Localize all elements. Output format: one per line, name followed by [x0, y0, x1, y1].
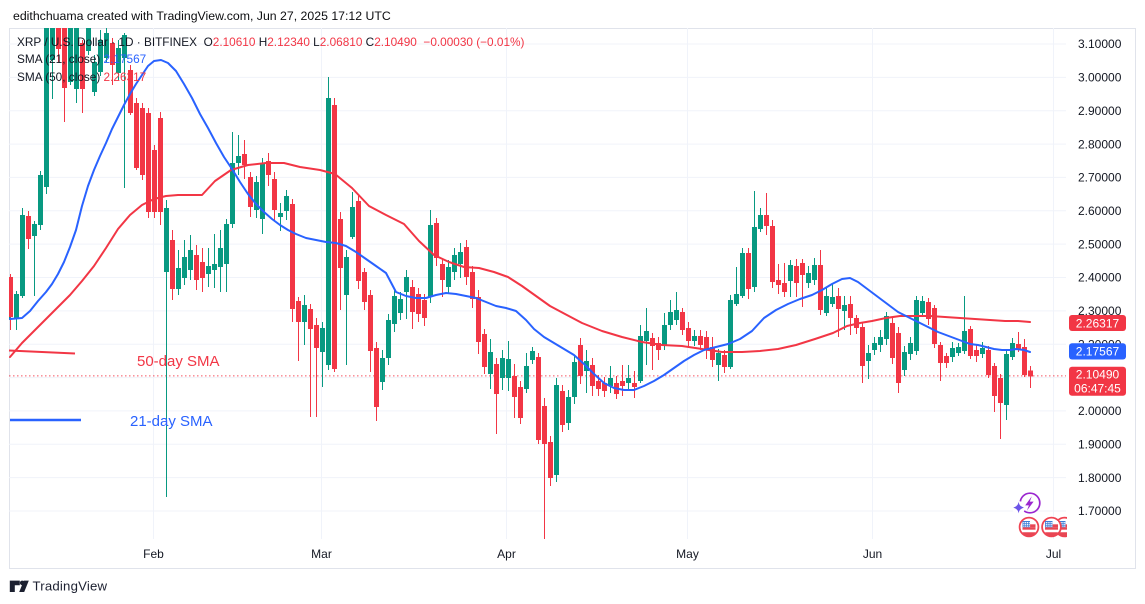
svg-text:XRP / U.S. Dollar · 1D · BITFI: XRP / U.S. Dollar · 1D · BITFINEX O2.106…: [17, 35, 525, 49]
svg-text:Mar: Mar: [311, 547, 332, 561]
svg-text:2.80000: 2.80000: [1078, 137, 1122, 151]
svg-text:1.80000: 1.80000: [1078, 471, 1122, 485]
svg-text:SMA (21, close) 2.17567: SMA (21, close) 2.17567: [17, 52, 146, 66]
svg-text:3.10000: 3.10000: [1078, 37, 1122, 51]
svg-text:2.40000: 2.40000: [1078, 271, 1122, 285]
svg-text:21-day SMA: 21-day SMA: [130, 413, 213, 430]
svg-text:2.50000: 2.50000: [1078, 237, 1122, 251]
svg-text:2.26317: 2.26317: [1076, 316, 1120, 330]
svg-text:edithchuama created with Tradi: edithchuama created with TradingView.com…: [13, 9, 391, 23]
svg-text:2.30000: 2.30000: [1078, 304, 1122, 318]
svg-text:50-day SMA: 50-day SMA: [137, 353, 220, 370]
svg-text:Apr: Apr: [497, 547, 516, 561]
svg-text:2.17567: 2.17567: [1076, 345, 1120, 359]
svg-text:Jul: Jul: [1046, 547, 1061, 561]
svg-text:2.90000: 2.90000: [1078, 104, 1122, 118]
svg-text:06:47:45: 06:47:45: [1074, 382, 1121, 396]
svg-text:2.00000: 2.00000: [1078, 404, 1122, 418]
svg-text:Jun: Jun: [863, 547, 882, 561]
svg-text:2.60000: 2.60000: [1078, 204, 1122, 218]
svg-text:May: May: [676, 547, 699, 561]
svg-text:TradingView: TradingView: [33, 579, 108, 594]
svg-text:SMA (50, close) 2.26317: SMA (50, close) 2.26317: [17, 70, 146, 84]
svg-text:3.00000: 3.00000: [1078, 71, 1122, 85]
svg-text:1.70000: 1.70000: [1078, 504, 1122, 518]
svg-text:Feb: Feb: [143, 547, 164, 561]
svg-text:2.10490: 2.10490: [1076, 367, 1120, 381]
svg-text:1.90000: 1.90000: [1078, 438, 1122, 452]
svg-text:2.70000: 2.70000: [1078, 171, 1122, 185]
